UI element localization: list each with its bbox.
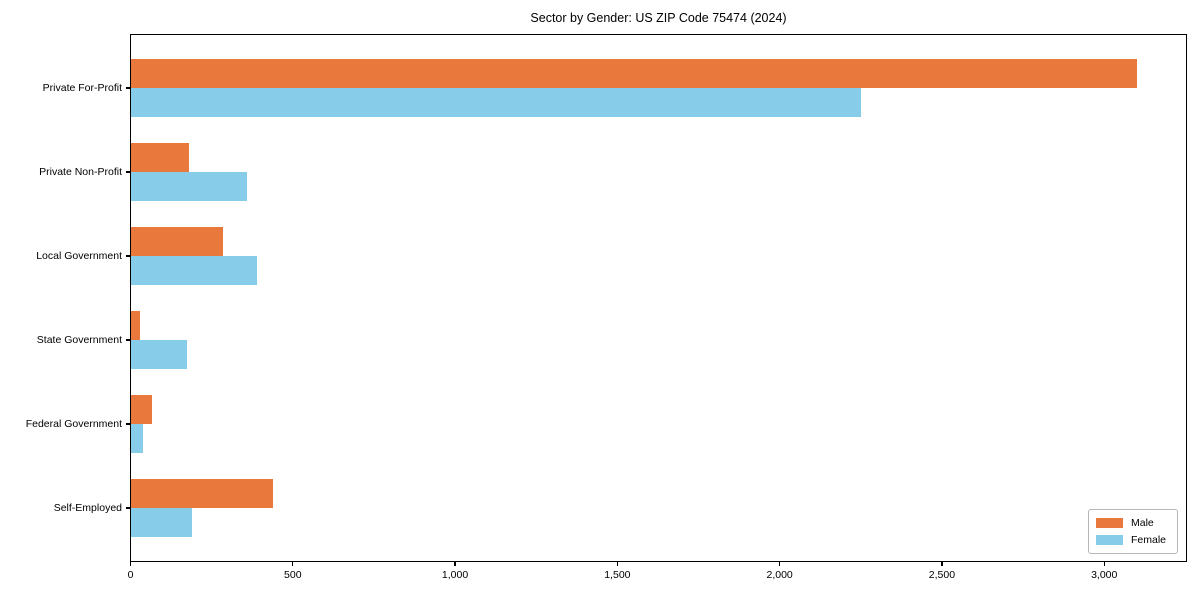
x-axis-tick xyxy=(129,561,132,566)
x-axis-tick xyxy=(454,561,456,566)
x-axis-tick xyxy=(779,561,781,566)
legend-label-female: Female xyxy=(1131,534,1167,546)
legend-label-male: Male xyxy=(1131,517,1154,529)
bar-female-2 xyxy=(130,172,248,201)
bar-female-1 xyxy=(130,88,861,117)
chart-title: Sector by Gender: US ZIP Code 75474 (202… xyxy=(530,11,787,25)
y-axis-category-label: State Government xyxy=(36,334,122,346)
legend-row-male: Male xyxy=(1096,517,1177,529)
legend-row-female: Female xyxy=(1096,534,1177,546)
y-axis-category-label: Private Non-Profit xyxy=(39,166,122,178)
y-axis-tick xyxy=(125,255,130,257)
bar-male-5 xyxy=(130,395,152,424)
bar-male-4 xyxy=(130,311,141,340)
x-axis-tick xyxy=(1103,561,1105,566)
bar-female-5 xyxy=(130,424,144,453)
y-axis-tick xyxy=(125,423,130,425)
x-axis-tick-label: 3,000 xyxy=(1091,569,1118,581)
x-axis-tick-label: 2,500 xyxy=(928,569,956,581)
y-axis-category-label: Private For-Profit xyxy=(42,82,122,94)
plot-area xyxy=(130,34,1187,562)
bar-male-2 xyxy=(130,143,189,172)
x-axis-tick-label: 1,500 xyxy=(604,569,631,581)
x-axis-tick-label: 500 xyxy=(284,569,302,581)
bar-male-3 xyxy=(130,227,223,256)
x-axis-tick-label: 2,000 xyxy=(766,569,793,581)
y-axis-category-label: Federal Government xyxy=(25,418,122,430)
x-axis-tick-label: 1,000 xyxy=(441,569,469,581)
female-series-swatch xyxy=(1096,535,1123,545)
y-axis-category-label: Self-Employed xyxy=(53,502,122,514)
y-axis-tick xyxy=(125,171,130,173)
bar-female-4 xyxy=(130,340,188,369)
x-axis-tick xyxy=(616,561,618,566)
legend: Male Female xyxy=(1088,509,1178,554)
x-axis-tick xyxy=(941,561,943,566)
bar-female-3 xyxy=(130,256,258,285)
x-axis-tick-label: 0 xyxy=(127,569,134,581)
y-axis-tick xyxy=(125,87,130,89)
y-axis-tick xyxy=(125,339,130,341)
y-axis-tick xyxy=(125,507,130,509)
bar-male-6 xyxy=(130,479,274,508)
x-axis-tick xyxy=(292,561,294,566)
bar-female-6 xyxy=(130,508,193,537)
y-axis-category-label: Local Government xyxy=(36,250,122,262)
bar-male-1 xyxy=(130,59,1137,88)
male-series-swatch xyxy=(1096,518,1123,528)
